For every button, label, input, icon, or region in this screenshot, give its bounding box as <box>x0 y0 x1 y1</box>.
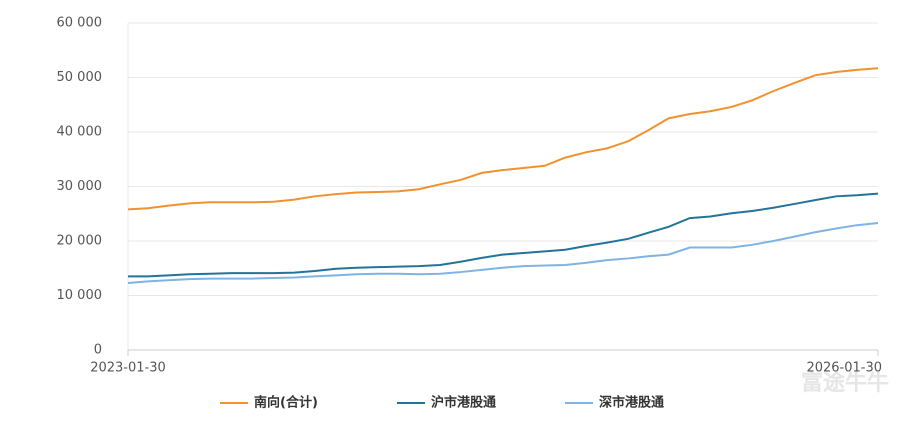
series-line <box>127 222 879 284</box>
watermark: 富途牛牛 <box>801 370 889 396</box>
legend-item: 南向(合计) <box>220 395 318 411</box>
legend-item: 沪市港股通 <box>397 395 496 411</box>
y-tick-label: 10 000 <box>57 288 103 303</box>
y-tick-label: 30 000 <box>57 179 103 194</box>
legend: 南向(合计) 沪市港股通 深市港股通 <box>220 395 664 411</box>
x-tick-label: 2023-01-30 <box>90 361 166 376</box>
legend-label: 深市港股通 <box>599 395 664 411</box>
y-tick-label: 0 <box>94 343 102 358</box>
y-tick-label: 40 000 <box>57 125 103 140</box>
x-tick-label: 2026-01-30 <box>806 361 882 376</box>
legend-label: 沪市港股通 <box>431 395 496 411</box>
series-line <box>127 67 879 211</box>
legend-label: 南向(合计) <box>254 395 318 411</box>
series-line <box>128 192 879 278</box>
y-tick-label: 50 000 <box>57 70 103 85</box>
y-tick-label: 20 000 <box>57 234 103 249</box>
legend-item: 深市港股通 <box>565 395 664 411</box>
y-tick-label: 60 000 <box>57 16 103 31</box>
